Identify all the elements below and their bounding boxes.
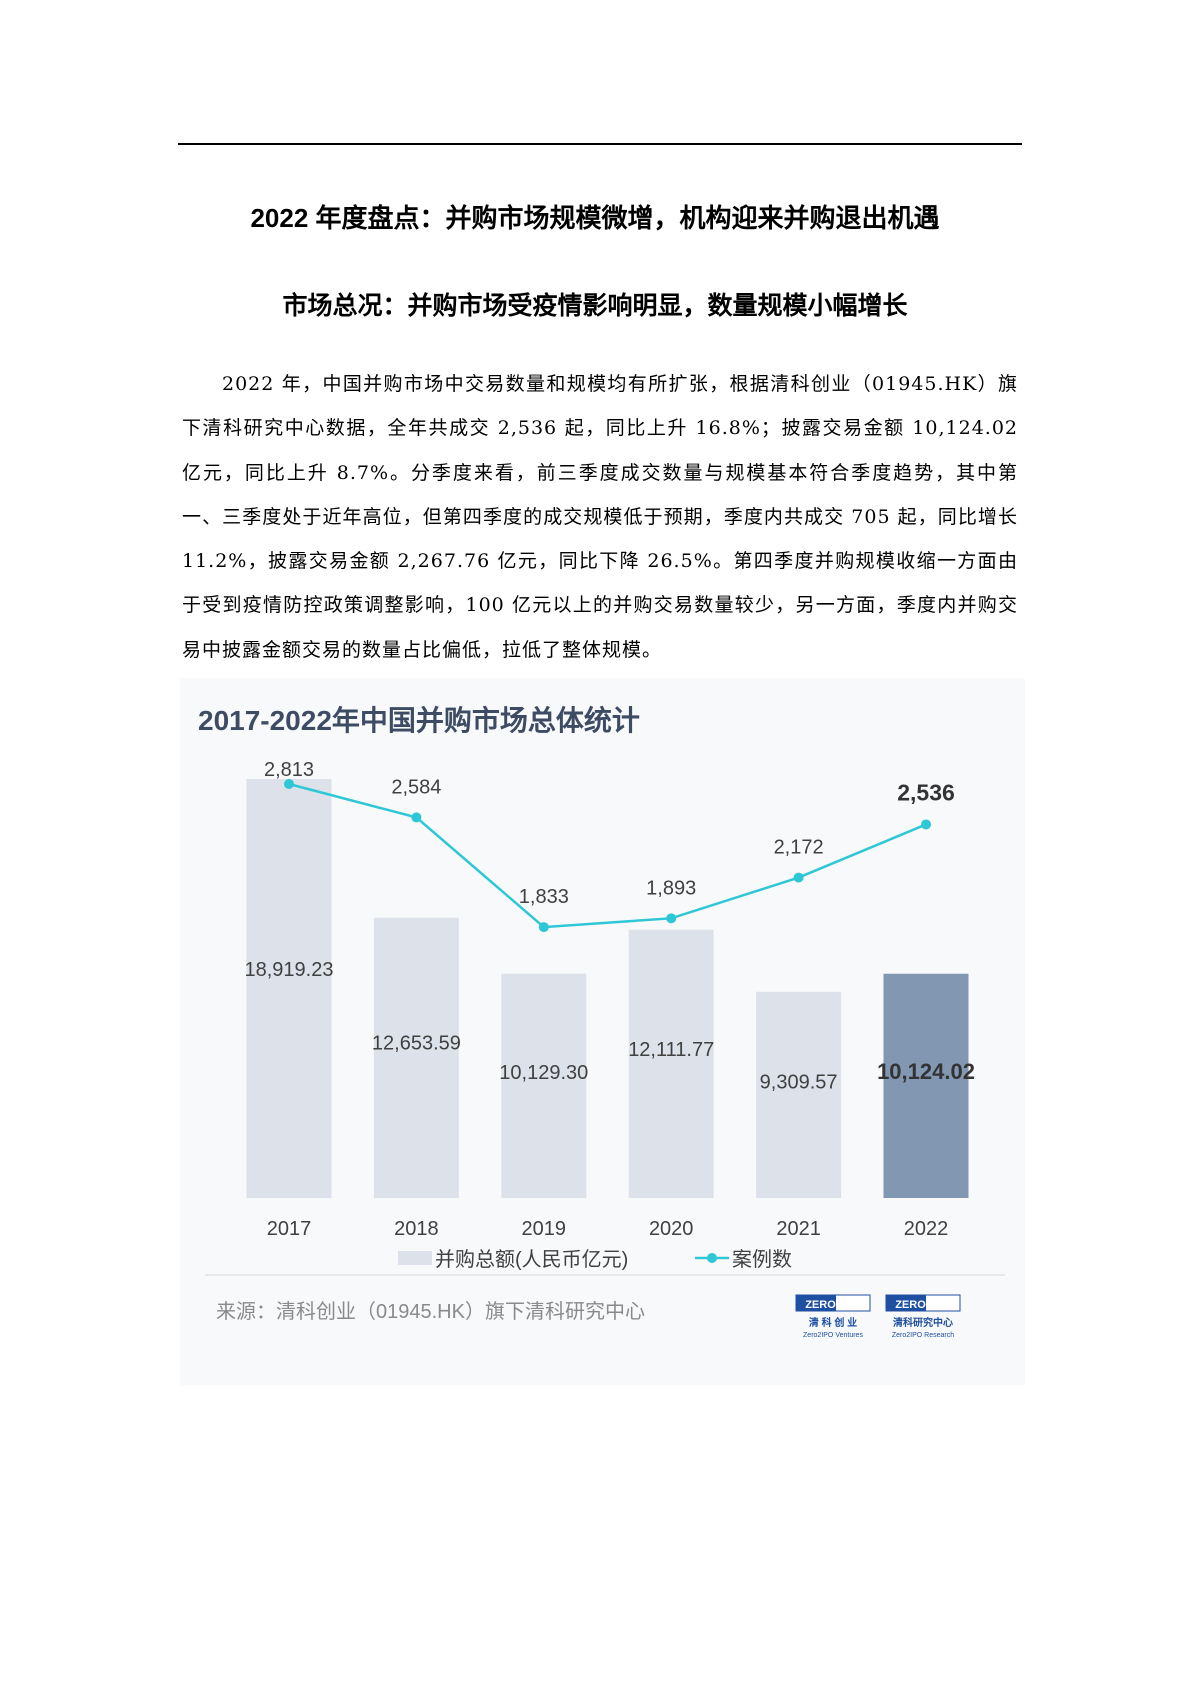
line-label-2021: 2,172 <box>774 837 824 859</box>
line-label-2017: 2,813 <box>264 759 314 781</box>
x-tick-2022: 2022 <box>904 1218 949 1240</box>
x-tick-2021: 2021 <box>776 1218 821 1240</box>
line-label-2018: 2,584 <box>391 776 441 798</box>
bar-2021 <box>756 991 842 1198</box>
logo-zero-block <box>796 1295 836 1311</box>
bar-label-2022: 10,124.02 <box>877 1059 975 1084</box>
logo-zero-block <box>886 1295 926 1311</box>
line-label-2020: 1,893 <box>646 877 696 899</box>
bar-2020 <box>628 929 714 1198</box>
section-heading: 市场总况：并购市场受疫情影响明显，数量规模小幅增长 <box>282 292 908 320</box>
logo-line1: 清科研究中心 <box>893 1316 953 1329</box>
bar-label-2019: 10,129.30 <box>499 1062 588 1084</box>
legend-bar-label: 并购总额(人民币亿元) <box>435 1248 628 1271</box>
bar-2017 <box>246 778 332 1198</box>
x-tick-2020: 2020 <box>649 1218 694 1240</box>
top-rule <box>178 143 1022 145</box>
bar-label-2021: 9,309.57 <box>760 1072 838 1094</box>
logo-brand: ZERO2IPO <box>805 1299 861 1311</box>
x-tick-2018: 2018 <box>394 1218 439 1240</box>
source-note: 来源：清科创业（01945.HK）旗下清科研究中心 <box>216 1300 645 1323</box>
line-point-2018 <box>411 812 422 823</box>
legend-bar-swatch <box>398 1251 432 1265</box>
line-label-2019: 1,833 <box>519 886 569 908</box>
x-tick-2017: 2017 <box>267 1218 312 1240</box>
logo-line1: 清 科 创 业 <box>809 1316 857 1329</box>
bar-2022 <box>883 973 969 1198</box>
bar-label-2018: 12,653.59 <box>372 1032 461 1054</box>
x-tick-2019: 2019 <box>522 1218 567 1240</box>
logo-line2: Zero2IPO Ventures <box>803 1332 863 1339</box>
bar-2019 <box>501 973 587 1198</box>
line-point-2020 <box>666 913 677 924</box>
line-point-2022 <box>921 819 931 830</box>
logo-brand: ZERO2IPO <box>895 1299 951 1311</box>
body-paragraph: 2022 年，中国并购市场中交易数量和规模均有所扩张，根据清科创业（01945.… <box>182 373 1018 661</box>
line-point-2017 <box>284 779 294 789</box>
legend-line-label: 案例数 <box>732 1248 792 1271</box>
logo-line2: Zero2IPO Research <box>892 1332 954 1339</box>
legend-line-marker <box>707 1253 717 1263</box>
chart-panel: 2017-2022年中国并购市场总体统计 18,919.23 2017 12,653.… <box>180 678 1025 1385</box>
bar-2018 <box>373 917 459 1198</box>
line-point-2019 <box>538 922 549 933</box>
chart-svg: 2017-2022年中国并购市场总体统计 18,919.23 2017 12,653.… <box>198 704 1005 1339</box>
line-series-cases <box>288 782 927 929</box>
bar-label-2020: 12,111.77 <box>628 1039 714 1061</box>
document-title: 2022 年度盘点：并购市场规模微增，机构迎来并购退出机遇 <box>250 203 940 233</box>
chart-title: 2017-2022年中国并购市场总体统计 <box>198 704 640 736</box>
line-point-2021 <box>793 872 804 883</box>
bar-label-2017: 18,919.23 <box>245 959 334 981</box>
line-label-2022: 2,536 <box>897 779 955 805</box>
